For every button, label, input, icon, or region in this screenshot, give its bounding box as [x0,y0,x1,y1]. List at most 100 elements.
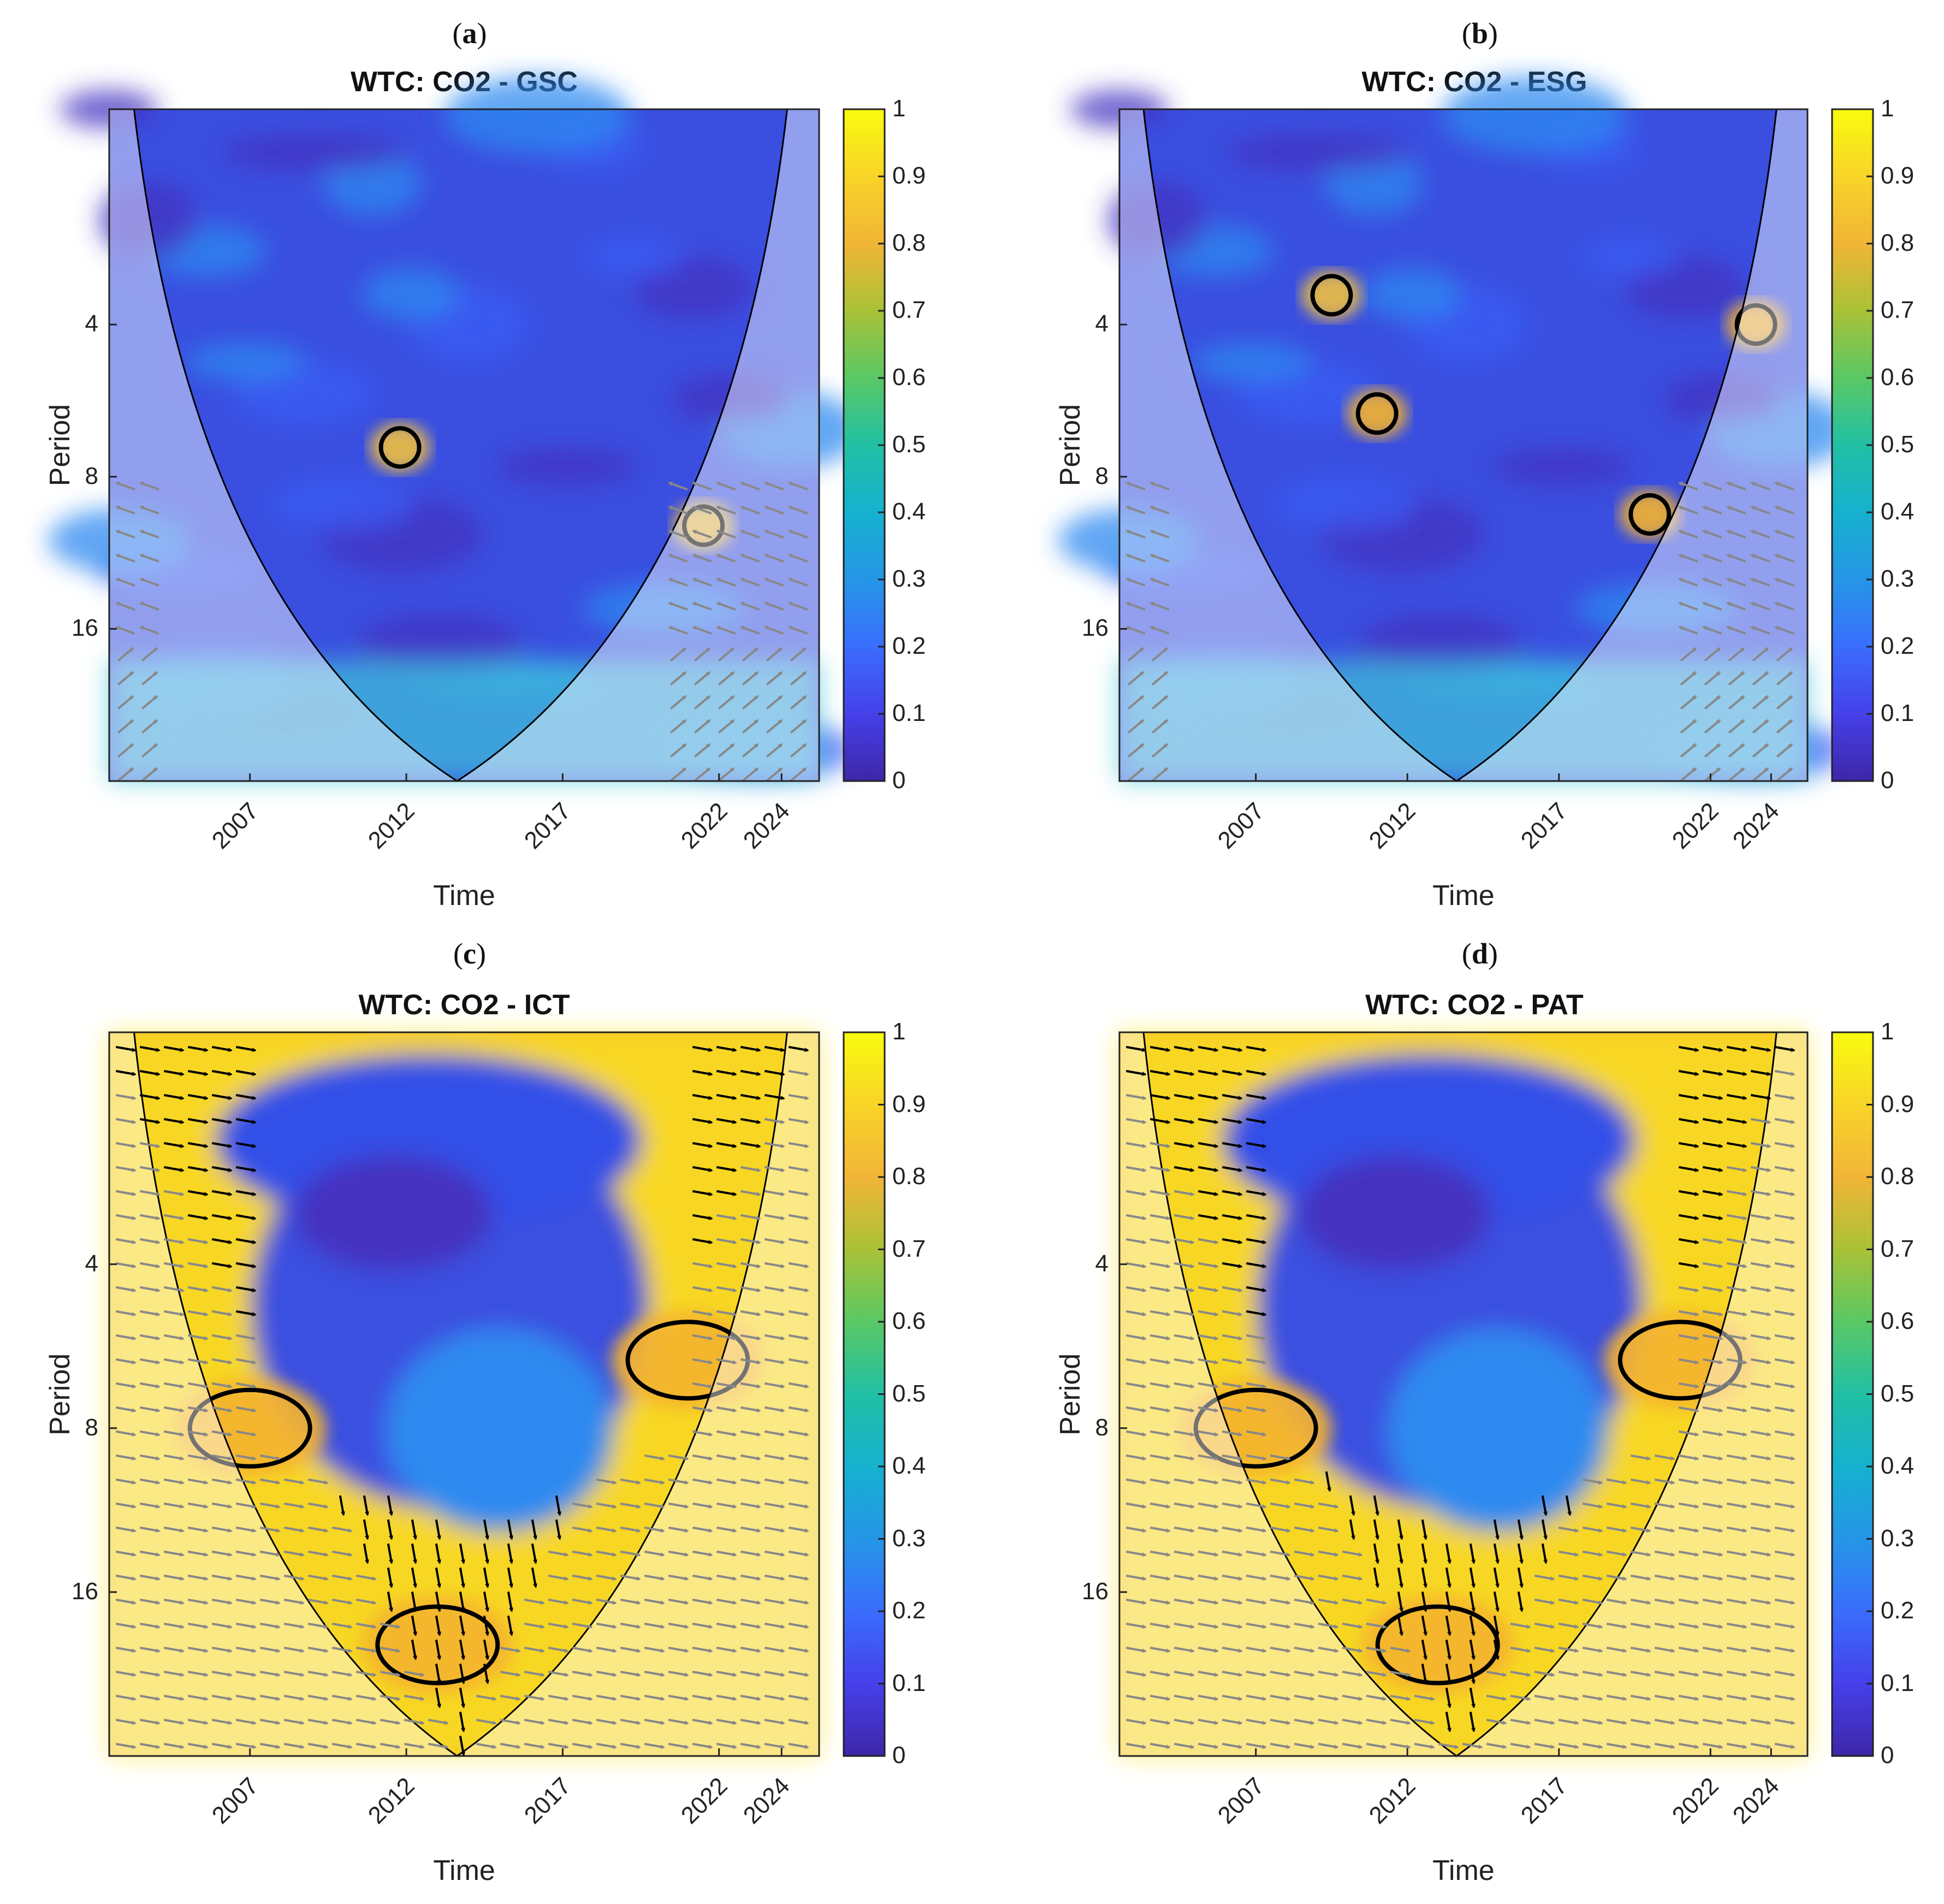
phase-arrow [259,1742,281,1749]
phase-arrow [764,481,784,491]
phase-arrow [596,1646,617,1653]
colorbar-tick-label: 0.6 [1881,1308,1915,1334]
phase-arrow [1246,1166,1267,1173]
phase-arrow [211,1550,233,1557]
phase-arrow [1246,1454,1267,1461]
phase-arrow [716,1310,737,1317]
phase-arrow [259,1718,281,1725]
phase-arrow [1774,529,1794,539]
phase-arrow [692,601,712,611]
panel-title-d: WTC: CO2 - PAT [1365,989,1584,1021]
phase-arrow [115,1310,137,1317]
phase-arrow [187,1190,209,1197]
phase-arrow [1125,1646,1147,1653]
phase-arrow [668,1718,689,1725]
phase-arrow [1750,601,1770,611]
panel-title-c: WTC: CO2 - ICT [358,989,570,1021]
phase-arrow [1149,1214,1171,1221]
phase-arrow [1246,1238,1267,1245]
phase-arrow [1198,1262,1219,1269]
phase-arrow [380,1718,401,1725]
phase-arrow [259,1670,281,1677]
phase-arrow [572,1550,593,1557]
phase-arrow [235,1069,257,1077]
phase-arrow [1125,577,1146,587]
phase-arrow [187,1406,209,1413]
phase-arrow [740,1598,761,1605]
phase-arrow [1222,1454,1243,1461]
phase-arrow [500,1718,521,1725]
phase-arrow [692,1430,713,1437]
colorbar-tick-label: 0.2 [892,1597,926,1624]
phase-arrow [788,1694,809,1701]
phase-arrow [1198,1694,1219,1701]
phase-arrow [404,1742,425,1749]
phase-arrow [1149,1478,1171,1485]
phase-arrow [692,1646,713,1653]
phase-arrow [211,1598,233,1605]
phase-arrow [1222,1550,1243,1557]
phase-arrow [1246,1214,1267,1221]
phase-arrow [1198,1478,1219,1485]
phase-arrow [163,1550,185,1557]
phase-arrow [1149,1622,1171,1629]
phase-arrow [740,1382,761,1389]
phase-arrow [115,1262,137,1269]
phase-arrow [1246,1286,1267,1293]
phase-arrow [163,1214,185,1221]
phase-arrow [644,1694,665,1701]
phase-arrow [283,1646,305,1653]
phase-arrow [1125,1069,1147,1077]
phase-arrow [1151,671,1169,686]
phase-arrow [307,1574,329,1581]
phase-arrow [694,671,711,686]
phase-arrow [141,671,158,686]
colorbar-tick-label: 0.7 [892,297,926,323]
phase-arrow [668,1646,689,1653]
phase-arrow [788,1190,809,1197]
phase-arrow [716,553,736,563]
phase-arrow [692,529,712,539]
colorbar-tick-label: 0.2 [1881,1597,1915,1624]
phase-arrow [620,1574,641,1581]
colorbar-tick-label: 0.8 [892,229,926,256]
panel-tag-b: (b) [1461,17,1498,50]
phase-arrow [411,1519,418,1540]
phase-arrow [1125,1598,1147,1605]
phase-arrow [548,1550,569,1557]
phase-arrow [1125,1190,1147,1197]
phase-arrow [187,1694,209,1701]
phase-arrow [1222,1045,1243,1052]
phase-arrow [1728,647,1745,662]
phase-arrow [764,1646,785,1653]
phase-arrow [1774,577,1794,587]
phase-arrow [411,1567,418,1588]
phase-arrow [1149,1718,1171,1725]
phase-arrow [1270,1478,1291,1485]
phase-arrow [141,767,158,782]
phase-arrow [1149,1502,1171,1509]
heat-blob [386,1329,613,1532]
phase-arrow [524,1670,545,1677]
phase-arrow [163,1334,185,1341]
phase-arrow [788,481,808,491]
phase-arrow [259,1526,281,1533]
phase-arrow [1678,625,1698,635]
phase-arrow [1149,1406,1171,1413]
phase-arrow [211,1406,233,1413]
phase-arrow [115,1166,137,1173]
phase-arrow [139,1142,161,1149]
phase-arrow [211,1142,233,1149]
phase-arrow [1222,1406,1243,1413]
heat-blob [48,508,191,573]
phase-arrow [1173,1646,1195,1653]
heat-blob [1575,582,1739,634]
phase-arrow [307,1694,329,1701]
phase-arrow [1728,719,1745,734]
panel-a [48,76,886,783]
phase-arrow [1127,647,1145,662]
phase-arrow [764,1310,785,1317]
phase-arrow [740,1742,761,1749]
colorbar-tick-label: 0.7 [1881,297,1915,323]
heat-blob [582,582,746,634]
